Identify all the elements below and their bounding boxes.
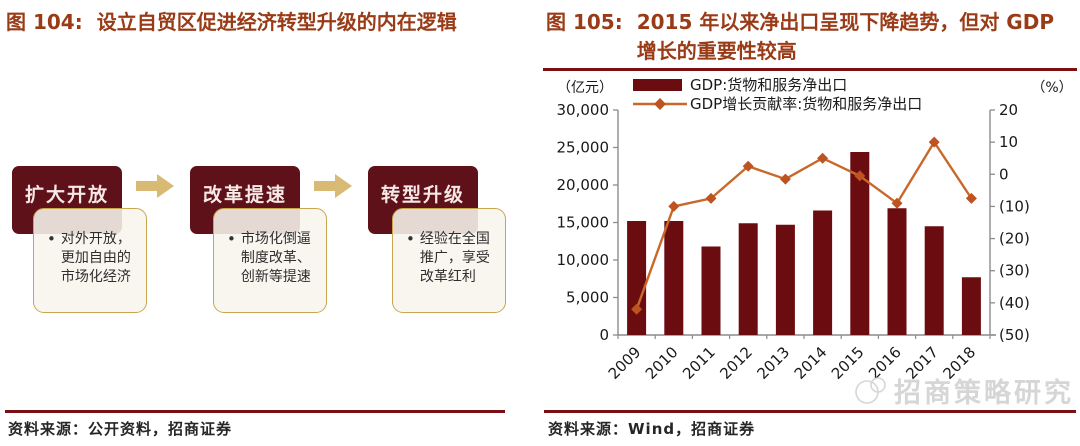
right-axis-tick-label: (40) bbox=[999, 294, 1030, 312]
line-marker-2018 bbox=[965, 192, 977, 204]
right-axis-tick-label: (30) bbox=[999, 262, 1030, 280]
bullet-icon: • bbox=[47, 230, 56, 248]
right-axis-tick-label: 20 bbox=[999, 101, 1018, 119]
flow-step-2-bullet-text: 市场化倒逼制度改革、创新等提速 bbox=[240, 231, 311, 285]
figure-104-title-text: 设立自贸区促进经济转型升级的内在逻辑 bbox=[96, 10, 457, 34]
figure-104-label: 图 104: bbox=[6, 10, 83, 34]
chart-bar-2009 bbox=[627, 221, 647, 335]
flow-step-1-bullet-text: 对外开放，更加自由的市场化经济 bbox=[60, 231, 131, 285]
cms-logo-icon bbox=[855, 377, 886, 404]
right-axis-tick-label: (10) bbox=[999, 197, 1030, 215]
legend-bar-label: GDP:货物和服务净出口 bbox=[690, 76, 847, 94]
x-label-2013: 2013 bbox=[753, 343, 793, 383]
x-label-2009: 2009 bbox=[605, 343, 645, 383]
chart-bar-2017 bbox=[924, 226, 944, 335]
figure-105-title-rule bbox=[543, 68, 1077, 71]
figure-105-panel: 图 105: 2015 年以来净出口呈现下降趋势，但对 GDP 增长的重要性较高… bbox=[540, 0, 1080, 446]
right-footer-rule bbox=[544, 410, 1076, 413]
x-label-2011: 2011 bbox=[679, 343, 719, 383]
left-axis-tick-label: 0 bbox=[599, 326, 609, 344]
right-arrow-icon bbox=[136, 174, 174, 198]
logo-bubble-small bbox=[870, 377, 886, 393]
line-marker-2015 bbox=[854, 170, 866, 182]
line-marker-2009 bbox=[631, 303, 643, 315]
left-footer-rule bbox=[5, 410, 505, 413]
left-axis-tick-label: 25,000 bbox=[557, 139, 610, 157]
x-label-2014: 2014 bbox=[791, 343, 831, 383]
right-arrow-shape bbox=[314, 174, 352, 198]
right-axis-unit-label: （%） bbox=[1031, 80, 1072, 96]
gdp-contribution-line bbox=[635, 139, 973, 310]
right-arrow-shape bbox=[136, 174, 174, 198]
chart-bar-2011 bbox=[701, 246, 721, 335]
bullet-icon: • bbox=[227, 230, 236, 248]
right-axis-tick-label: 10 bbox=[999, 133, 1018, 151]
line-marker-2014 bbox=[817, 152, 829, 164]
line-marker-2011 bbox=[705, 192, 717, 204]
chart-bar-2014 bbox=[813, 210, 833, 335]
watermark-text: 招商策略研究 bbox=[894, 377, 1074, 409]
chart-bar-2018 bbox=[961, 277, 981, 335]
line-marker-2010 bbox=[668, 200, 680, 212]
left-axis-tick-label: 30,000 bbox=[557, 101, 610, 119]
line-marker-2016 bbox=[891, 197, 903, 209]
right-axis-tick-label: (50) bbox=[999, 326, 1030, 344]
chart-bar-2010 bbox=[664, 221, 684, 335]
line-marker-2013 bbox=[779, 173, 791, 185]
chart-bar-2013 bbox=[775, 224, 795, 335]
flow-step-3-callout: • 经验在全国推广，享受改革红利 bbox=[392, 208, 506, 313]
left-axis-tick-label: 10,000 bbox=[557, 251, 610, 269]
watermark: 招商策略研究 bbox=[854, 373, 1074, 409]
line-marker-2012 bbox=[742, 160, 754, 172]
chart-bar-2016 bbox=[887, 208, 907, 335]
figure-105-title: 图 105: 2015 年以来净出口呈现下降趋势，但对 GDP 增长的重要性较高 bbox=[546, 8, 1076, 66]
figure-105-label: 图 105: bbox=[546, 10, 623, 34]
bullet-icon: • bbox=[406, 230, 415, 248]
legend-bar-swatch bbox=[633, 79, 682, 91]
flow-step-3-bullet-text: 经验在全国推广，享受改革红利 bbox=[419, 231, 490, 285]
right-source-note: 资料来源：Wind，招商证券 bbox=[548, 420, 756, 438]
x-label-2010: 2010 bbox=[642, 343, 682, 383]
figure-104-panel: 图 104: 设立自贸区促进经济转型升级的内在逻辑 扩大开放 • 对外开放，更加… bbox=[5, 8, 536, 438]
right-arrow-icon bbox=[314, 174, 352, 198]
left-axis-tick-label: 20,000 bbox=[557, 176, 610, 194]
figure-105-title-text: 2015 年以来净出口呈现下降趋势，但对 GDP 增长的重要性较高 bbox=[636, 10, 1054, 63]
chart-bar-2012 bbox=[738, 223, 758, 335]
left-axis-tick-label: 5,000 bbox=[566, 289, 609, 307]
right-axis-tick-label: 0 bbox=[999, 165, 1009, 183]
left-source-note: 资料来源：公开资料，招商证券 bbox=[8, 420, 233, 438]
figure-104-title: 图 104: 设立自贸区促进经济转型升级的内在逻辑 bbox=[6, 8, 536, 37]
chart-bar-2015 bbox=[850, 152, 870, 335]
flow-step-2-callout: • 市场化倒逼制度改革、创新等提速 bbox=[213, 208, 327, 313]
legend-diamond-icon bbox=[654, 98, 666, 110]
line-marker-2017 bbox=[928, 136, 940, 148]
flow-step-1-callout: • 对外开放，更加自由的市场化经济 bbox=[33, 208, 147, 313]
x-label-2012: 2012 bbox=[716, 343, 756, 383]
legend-line-label: GDP增长贡献率:货物和服务净出口 bbox=[690, 95, 922, 113]
right-axis-tick-label: (20) bbox=[999, 230, 1030, 248]
left-axis-unit-label: （亿元） bbox=[557, 80, 613, 96]
left-axis-tick-label: 15,000 bbox=[557, 214, 610, 232]
